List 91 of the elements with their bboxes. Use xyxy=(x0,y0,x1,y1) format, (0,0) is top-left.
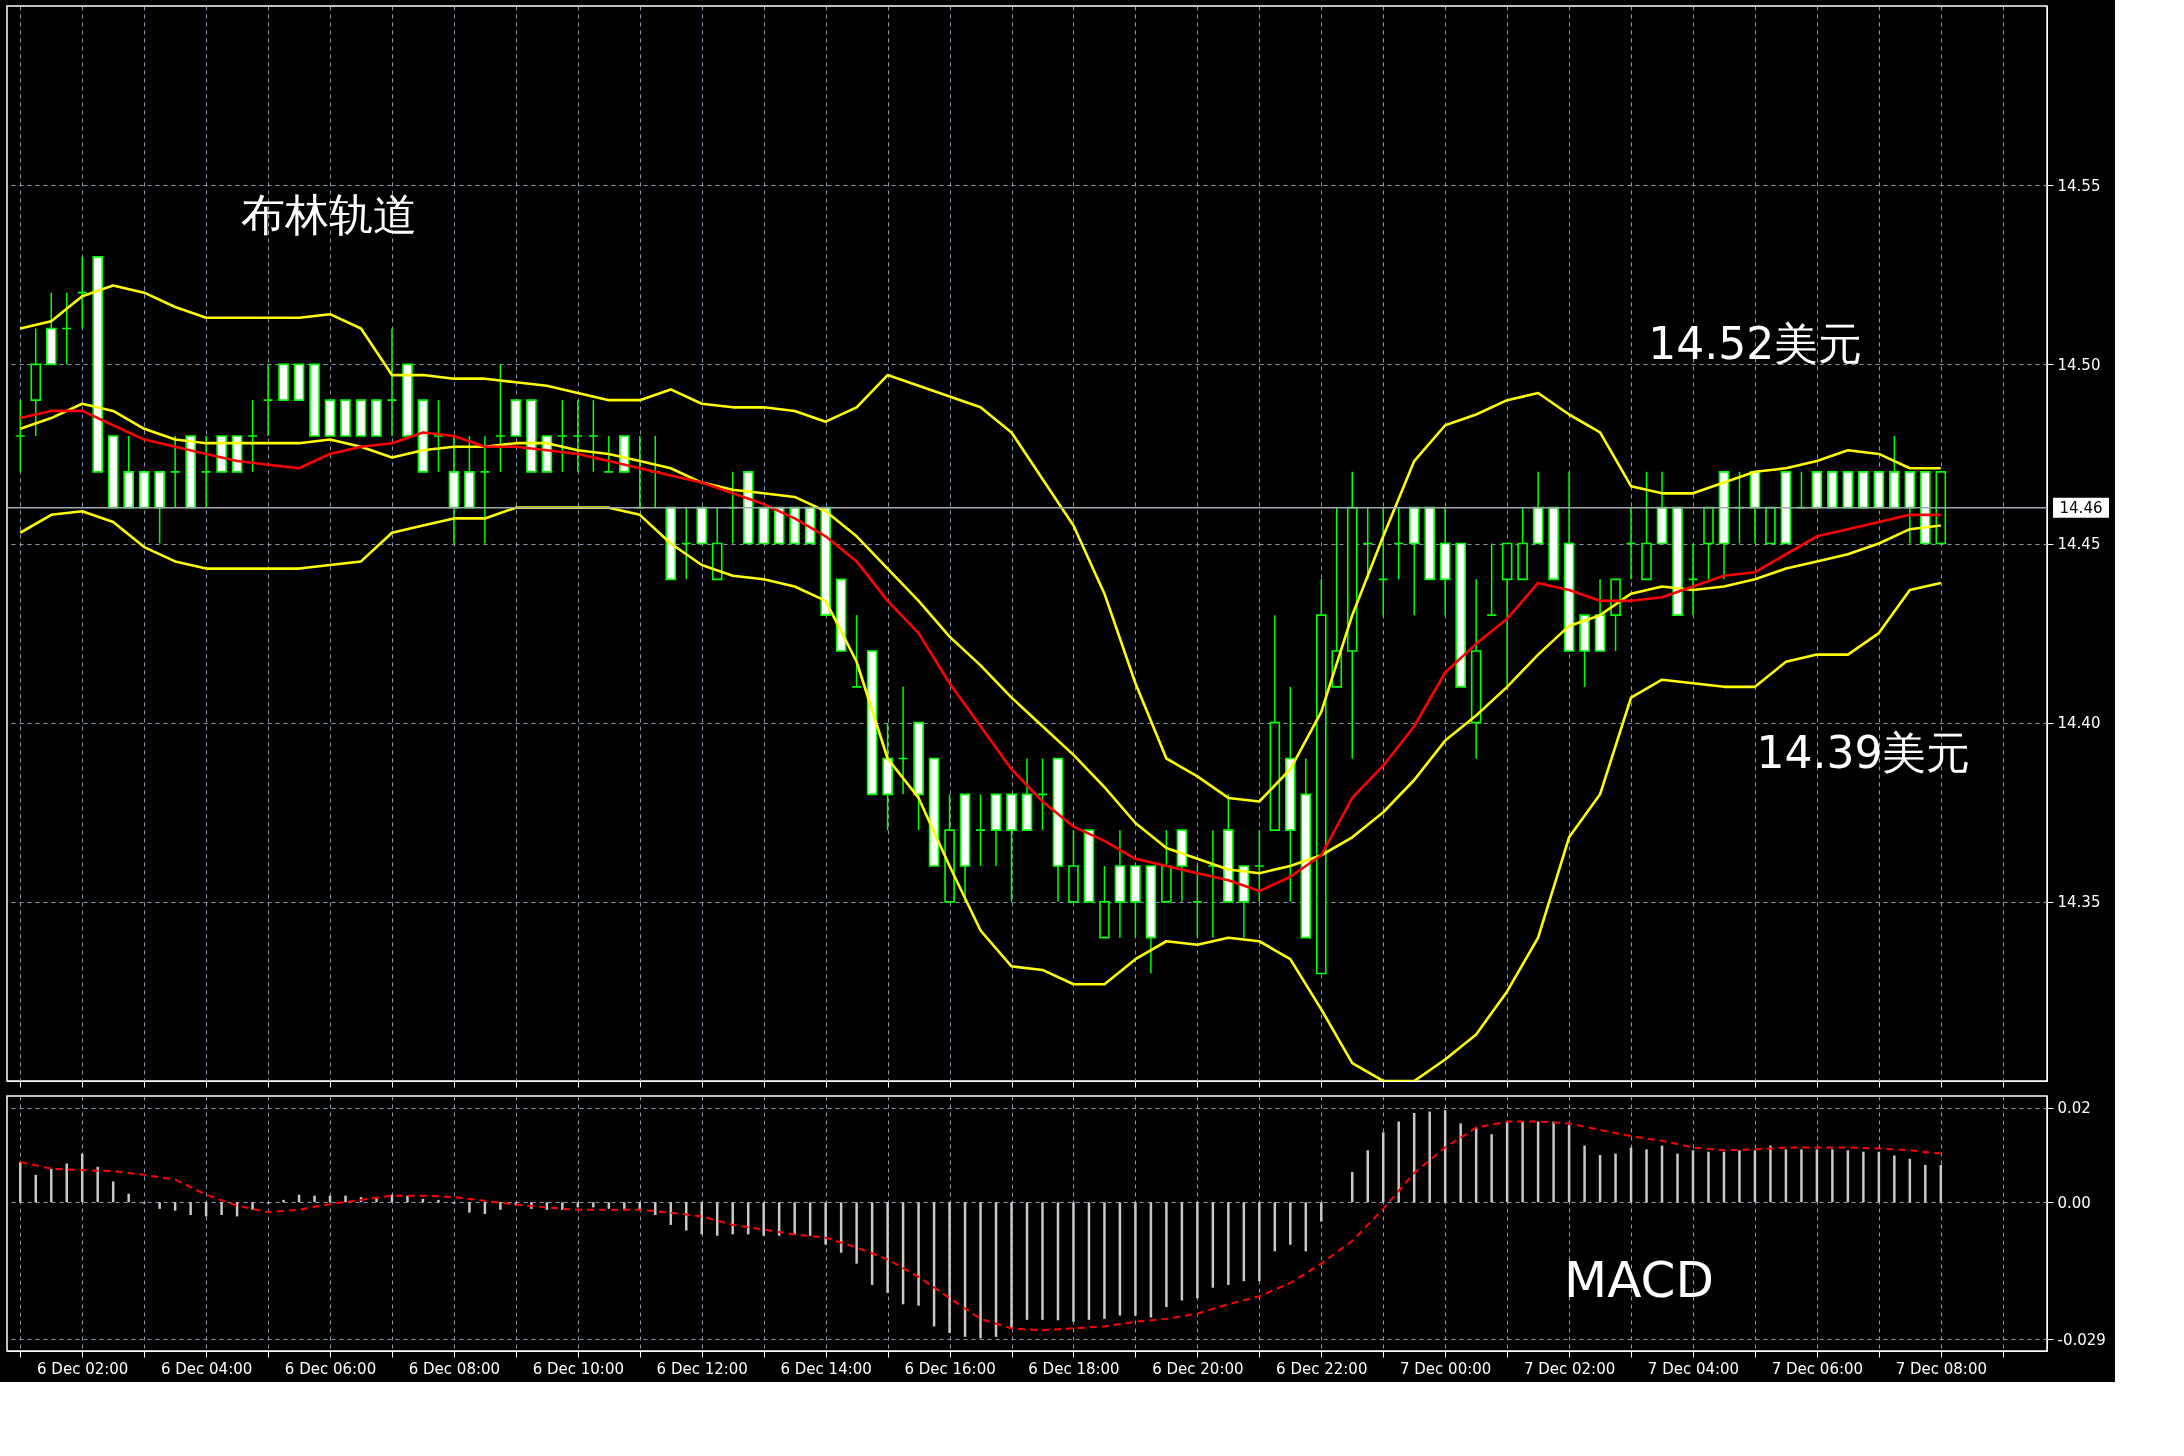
bar xyxy=(1924,1164,1927,1203)
bar xyxy=(313,1195,316,1203)
bar xyxy=(1289,1202,1292,1245)
bar xyxy=(282,1199,285,1203)
bar xyxy=(1041,1202,1044,1320)
annotation: 布林轨道 xyxy=(241,188,418,240)
y-tick-label: 14.50 xyxy=(2057,355,2101,374)
annotation: 14.39美元 xyxy=(1756,727,1971,779)
bar xyxy=(468,1202,471,1213)
y-tick-label: 14.45 xyxy=(2057,535,2101,553)
x-tick-label: 6 Dec 10:00 xyxy=(532,1359,625,1378)
bar xyxy=(1490,1134,1493,1203)
y-tick-label: -0.029 xyxy=(2057,1330,2106,1349)
bar xyxy=(1614,1153,1617,1203)
bar xyxy=(1397,1121,1400,1203)
annotation: MACD xyxy=(1564,1251,1714,1310)
bar xyxy=(654,1202,657,1215)
bar xyxy=(1351,1172,1354,1203)
bar xyxy=(158,1202,161,1209)
bar xyxy=(762,1202,765,1236)
bar xyxy=(1459,1123,1462,1203)
bar xyxy=(1769,1145,1772,1203)
bar xyxy=(65,1163,68,1203)
bar xyxy=(1707,1151,1710,1203)
bar xyxy=(96,1166,99,1203)
x-tick-label: 6 Dec 22:00 xyxy=(1276,1359,1368,1378)
bar xyxy=(592,1202,595,1208)
bar xyxy=(1645,1149,1648,1203)
y-tick-label: 14.40 xyxy=(2057,714,2101,733)
x-tick-label: 6 Dec 16:00 xyxy=(904,1359,996,1378)
bar xyxy=(793,1202,796,1235)
x-tick-label: 6 Dec 02:00 xyxy=(37,1359,129,1378)
bar xyxy=(1227,1202,1230,1285)
bar xyxy=(220,1202,223,1215)
annotation: 14.52美元 xyxy=(1648,317,1863,369)
x-tick-label: 6 Dec 14:00 xyxy=(780,1359,872,1378)
bar xyxy=(1862,1151,1865,1203)
bar xyxy=(1893,1155,1896,1203)
bar xyxy=(1134,1202,1137,1316)
bar xyxy=(499,1202,502,1210)
bar xyxy=(1103,1202,1106,1319)
bar xyxy=(1258,1202,1261,1282)
bar xyxy=(917,1202,920,1306)
y-tick-label: 14.35 xyxy=(2057,893,2101,912)
bar xyxy=(1676,1153,1679,1203)
bar xyxy=(561,1202,564,1210)
bar xyxy=(1320,1202,1323,1222)
y-tick-label: 14.55 xyxy=(2057,176,2101,195)
bar xyxy=(824,1202,827,1245)
x-tick-label: 7 Dec 08:00 xyxy=(1895,1359,1987,1378)
bar xyxy=(127,1193,130,1203)
bar xyxy=(685,1202,688,1231)
bar xyxy=(344,1195,347,1203)
y-tick-label: 0.02 xyxy=(2057,1099,2091,1118)
bar xyxy=(1552,1121,1555,1203)
bar xyxy=(1521,1121,1524,1203)
y-tick-label: 0.00 xyxy=(2057,1193,2091,1212)
bar xyxy=(1428,1111,1431,1203)
x-tick-label: 7 Dec 04:00 xyxy=(1647,1359,1740,1378)
bar xyxy=(1831,1149,1834,1203)
bar xyxy=(1366,1150,1369,1203)
x-tick-label: 6 Dec 06:00 xyxy=(284,1359,377,1378)
bar xyxy=(1196,1202,1199,1299)
x-tick-label: 6 Dec 04:00 xyxy=(160,1359,253,1378)
bar xyxy=(19,1162,22,1203)
bar xyxy=(251,1202,254,1210)
ref-line-label: 14.46 xyxy=(2059,498,2103,517)
bar xyxy=(700,1202,703,1235)
bar xyxy=(855,1202,858,1264)
x-tick-label: 6 Dec 08:00 xyxy=(408,1359,501,1378)
x-tick-label: 7 Dec 02:00 xyxy=(1523,1359,1616,1378)
line-series xyxy=(19,1120,1942,1332)
x-tick-label: 6 Dec 18:00 xyxy=(1028,1359,1120,1378)
bar xyxy=(1800,1149,1803,1203)
x-tick-label: 6 Dec 12:00 xyxy=(656,1359,748,1378)
x-tick-label: 7 Dec 00:00 xyxy=(1400,1359,1492,1378)
bar xyxy=(979,1202,982,1339)
bar xyxy=(406,1195,409,1203)
bar xyxy=(1583,1145,1586,1203)
bar xyxy=(1165,1202,1168,1308)
bar xyxy=(1738,1150,1741,1203)
x-tick-label: 7 Dec 06:00 xyxy=(1771,1359,1864,1378)
bar xyxy=(731,1202,734,1235)
bar xyxy=(34,1174,37,1203)
bar xyxy=(189,1202,192,1215)
x-tick-label: 6 Dec 20:00 xyxy=(1152,1359,1244,1378)
bar xyxy=(886,1202,889,1293)
bar xyxy=(437,1199,440,1203)
bar xyxy=(1072,1202,1075,1322)
bar xyxy=(1010,1202,1013,1329)
bar xyxy=(948,1202,951,1334)
